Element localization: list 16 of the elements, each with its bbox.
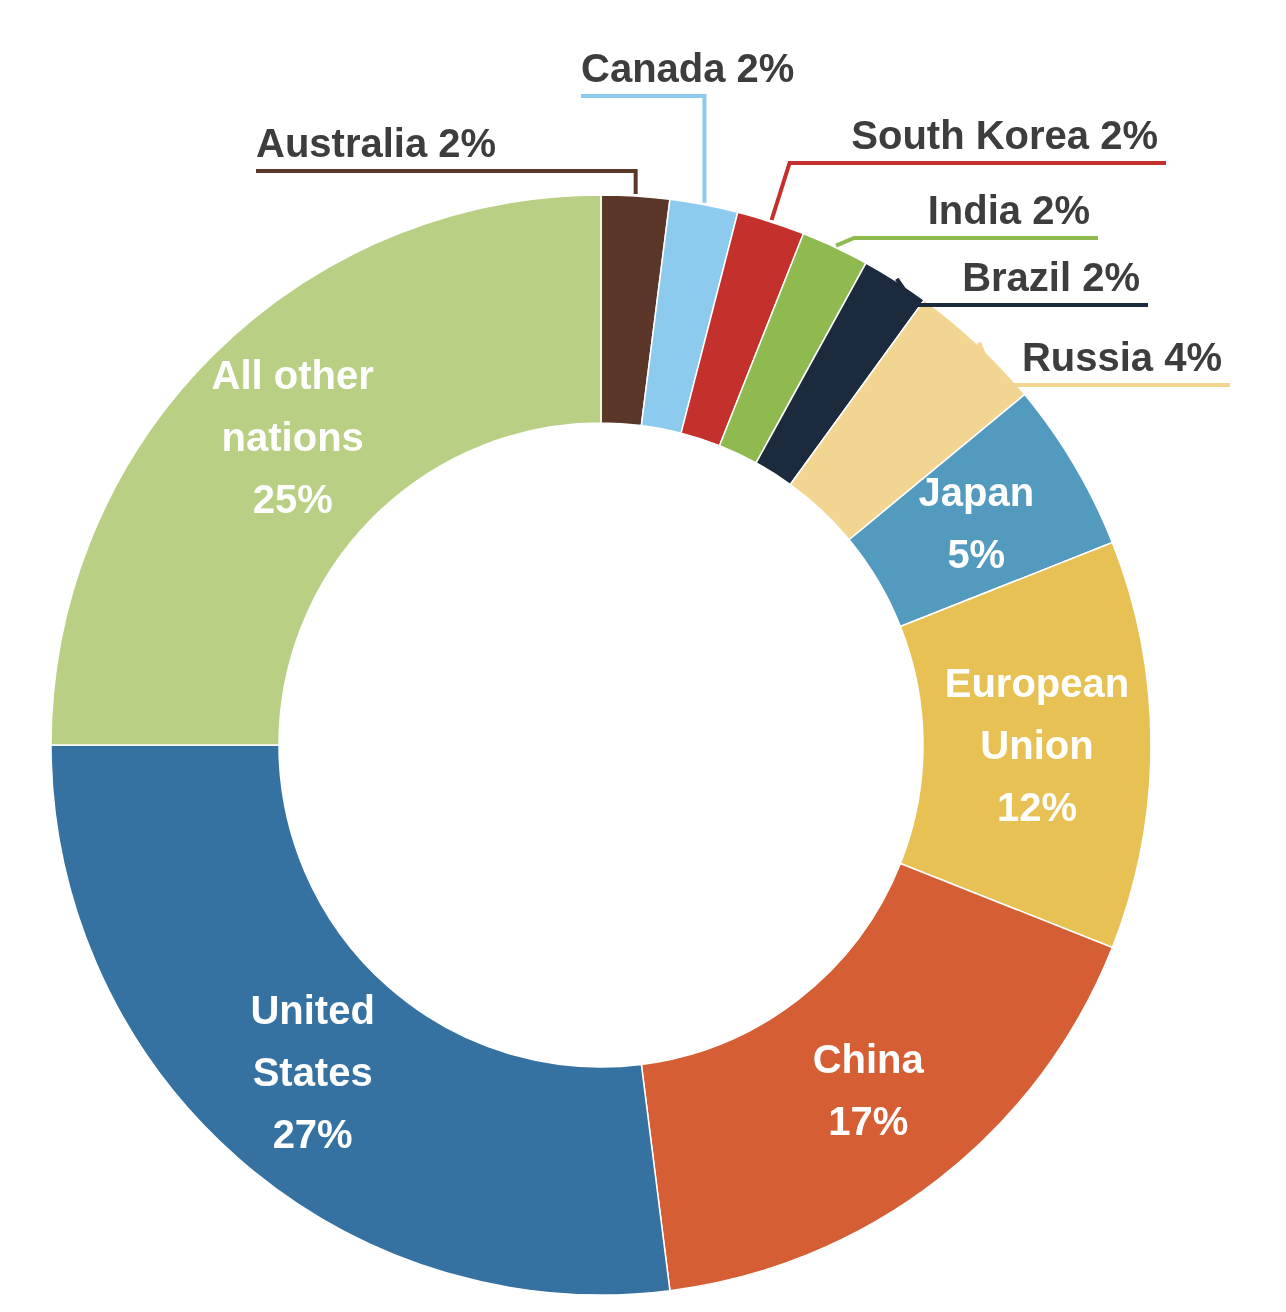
slice-label: Japan <box>918 470 1035 515</box>
data-label: 27% <box>272 1112 353 1157</box>
data-label: 25% <box>252 476 333 521</box>
slice-label: Australia 2% <box>256 121 497 165</box>
slice-label: China <box>812 1036 925 1081</box>
slice-label: Canada 2% <box>581 46 795 90</box>
slice-label: All other nations <box>211 352 374 459</box>
slice-label: Russia 4% <box>1021 335 1222 379</box>
slice-label: United States <box>250 988 375 1095</box>
data-label: 5% <box>947 532 1006 577</box>
slice-label: Brazil 2% <box>962 255 1140 299</box>
data-label: 17% <box>828 1098 909 1143</box>
slice-label: European Union <box>944 661 1130 767</box>
slice-label: South Korea 2% <box>851 113 1158 157</box>
slice-label: India 2% <box>927 188 1090 232</box>
data-label: 12% <box>996 785 1078 829</box>
